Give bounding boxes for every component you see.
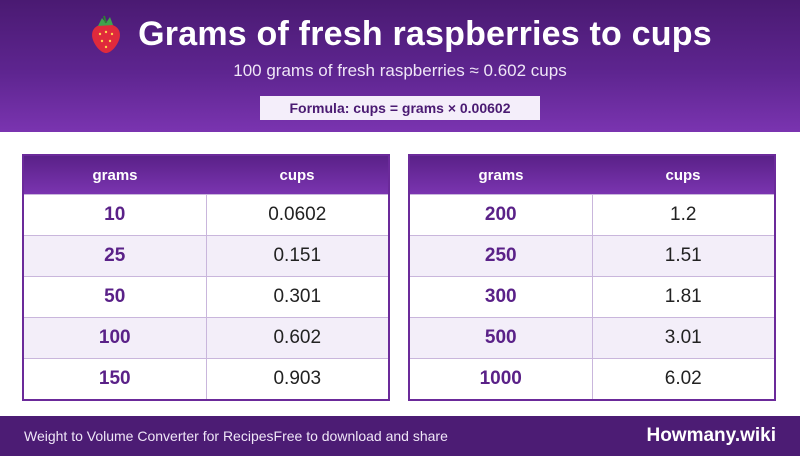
column-header-cups: cups <box>592 156 774 195</box>
conversion-table-right: grams cups 200 1.2 250 1.51 300 1.81 500… <box>408 154 776 401</box>
cups-cell: 6.02 <box>592 358 774 399</box>
grams-cell: 1000 <box>410 358 593 399</box>
table-row: 50 0.301 <box>24 276 388 318</box>
grams-cell: 100 <box>24 317 207 359</box>
table-row: 150 0.903 <box>24 358 388 399</box>
cups-cell: 0.602 <box>206 317 388 359</box>
brand-link[interactable]: Howmany.wiki <box>646 425 776 446</box>
table-row: 25 0.151 <box>24 235 388 277</box>
column-header-cups: cups <box>206 156 388 195</box>
table-row: 500 3.01 <box>410 317 774 359</box>
cups-cell: 1.2 <box>592 194 774 236</box>
cups-cell: 0.151 <box>206 235 388 277</box>
table-row: 1000 6.02 <box>410 358 774 399</box>
column-header-grams: grams <box>24 156 206 195</box>
grams-cell: 200 <box>410 194 593 236</box>
cups-cell: 0.0602 <box>206 194 388 236</box>
cups-cell: 1.81 <box>592 276 774 318</box>
title-row: Grams of fresh raspberries to cups <box>0 12 800 56</box>
grams-cell: 300 <box>410 276 593 318</box>
grams-cell: 250 <box>410 235 593 277</box>
header: Grams of fresh raspberries to cups 100 g… <box>0 0 800 132</box>
footer-tagline: Weight to Volume Converter for RecipesFr… <box>24 428 448 444</box>
table-row: 100 0.602 <box>24 317 388 359</box>
subtitle: 100 grams of fresh raspberries ≈ 0.602 c… <box>233 61 567 80</box>
grams-cell: 10 <box>24 194 207 236</box>
table-row: 300 1.81 <box>410 276 774 318</box>
conversion-table-left: grams cups 10 0.0602 25 0.151 50 0.301 1… <box>22 154 390 401</box>
page-title: Grams of fresh raspberries to cups <box>138 14 712 53</box>
cups-cell: 0.301 <box>206 276 388 318</box>
table-row: 10 0.0602 <box>24 194 388 236</box>
table-row: 250 1.51 <box>410 235 774 277</box>
formula-box: Formula: cups = grams × 0.00602 <box>260 96 540 120</box>
cups-cell: 3.01 <box>592 317 774 359</box>
grams-cell: 50 <box>24 276 207 318</box>
grams-cell: 500 <box>410 317 593 359</box>
column-header-grams: grams <box>410 156 592 195</box>
footer: Weight to Volume Converter for RecipesFr… <box>0 416 800 456</box>
grams-cell: 25 <box>24 235 207 277</box>
grams-cell: 150 <box>24 358 207 399</box>
strawberry-icon <box>92 15 121 53</box>
table-row: 200 1.2 <box>410 194 774 236</box>
cups-cell: 1.51 <box>592 235 774 277</box>
cups-cell: 0.903 <box>206 358 388 399</box>
